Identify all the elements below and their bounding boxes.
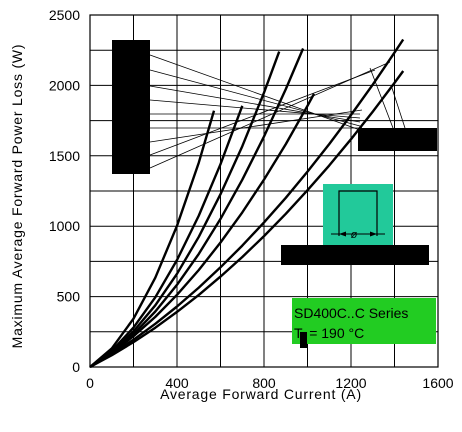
x-tick-label: 1600 [422,375,453,391]
y-axis-title: Maximum Average Forward Power Loss (W) [9,44,25,349]
leader-line [149,69,376,156]
leader-line [391,87,406,129]
condition-label: T = 190 °C [294,325,364,341]
x-tick-labels: 0 400 800 1200 1600 [86,375,454,391]
leader-line [149,99,361,119]
y-tick-label: 1500 [49,148,80,164]
x-tick-label: 400 [165,375,189,391]
leader-line [149,85,361,123]
plot-border [89,14,439,368]
x-tick-label: 1200 [335,375,366,391]
x-tick-label: 0 [86,375,94,391]
leader-line [149,61,391,169]
y-tick-label: 1000 [49,218,80,234]
right-callout-block [358,128,437,151]
y-tick-label: 2000 [49,77,80,93]
series-label: SD400C..C Series T = 190 °C [292,298,436,348]
y-tick-labels: 0 500 1000 1500 2000 2500 [49,7,80,375]
series-name: SD400C..C Series [294,305,408,321]
x-tick-label: 800 [252,375,276,391]
x-axis-title: Average Forward Current (A) [160,386,362,402]
package-outline [338,190,378,236]
series-line-3 [89,51,281,368]
series-label-box [292,298,436,344]
series-line-7 [89,70,405,369]
package-diagram: ø [281,184,429,265]
leader-line [149,69,361,127]
y-tick-label: 0 [72,359,80,375]
left-callout-leaders [149,54,391,169]
y-tick-label: 500 [57,289,81,305]
diameter-symbol: ø [351,229,358,241]
left-callout-block [112,40,150,174]
leader-line [149,54,361,131]
condition-subscript-block [300,332,307,348]
series-group [89,38,405,369]
package-base-block [281,245,429,265]
leader-line [369,67,394,129]
right-callout-leaders [369,67,406,129]
dimension-arrow-right-icon [370,231,377,237]
package-body [323,184,393,246]
series-line-1 [89,110,216,368]
y-tick-label: 2500 [49,7,80,23]
dimension-arrow-left-icon [339,231,346,237]
leader-line [149,109,363,143]
plot-frame [89,14,439,368]
series-line-6 [89,38,405,369]
series-line-5 [89,93,316,369]
